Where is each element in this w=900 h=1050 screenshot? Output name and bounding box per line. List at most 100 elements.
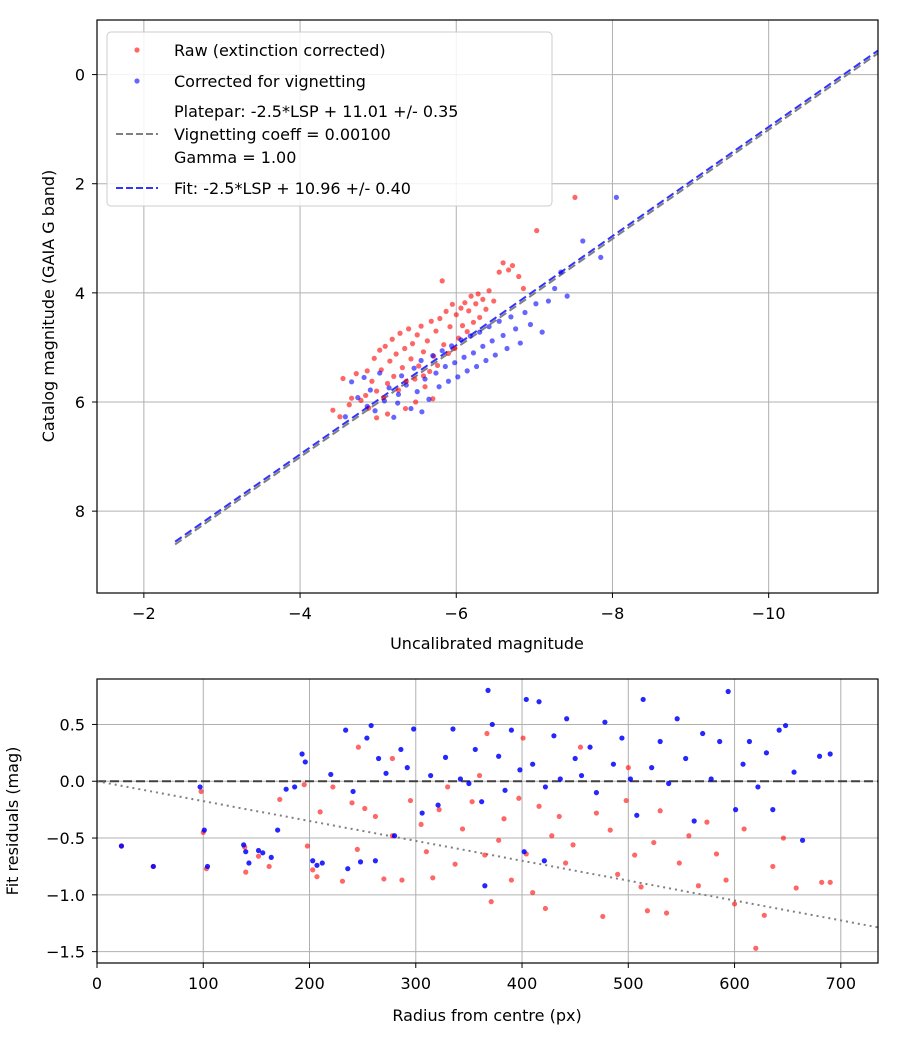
raw-point xyxy=(433,328,439,334)
corrected-residual-point xyxy=(496,753,502,759)
raw-point xyxy=(439,278,445,284)
raw-residual-point xyxy=(593,810,600,816)
corrected-residual-point xyxy=(619,735,625,741)
raw-point xyxy=(470,319,477,325)
legend-box xyxy=(106,31,553,207)
corrected-residual-point xyxy=(260,850,266,856)
raw-point xyxy=(406,326,412,332)
corrected-residual-point xyxy=(343,727,349,733)
raw-residual-point xyxy=(549,833,555,839)
corrected-residual-point xyxy=(610,761,617,767)
raw-point xyxy=(412,376,418,382)
corrected-point xyxy=(455,374,461,380)
corrected-point xyxy=(480,343,486,349)
corrected-point xyxy=(418,357,424,364)
raw-point xyxy=(473,301,479,307)
corrected-point xyxy=(377,370,383,376)
corrected-residual-point xyxy=(442,754,449,760)
corrected-point xyxy=(458,337,464,343)
corrected-residual-point xyxy=(255,847,262,854)
corrected-residual-point xyxy=(357,859,364,865)
corrected-residual-point xyxy=(674,716,680,722)
corrected-residual-point xyxy=(691,818,697,824)
top-y-tick-label: 2 xyxy=(75,175,85,194)
raw-point xyxy=(491,298,497,304)
corrected-point xyxy=(477,329,483,335)
corrected-residual-point xyxy=(587,744,593,750)
corrected-point xyxy=(361,374,367,381)
corrected-residual-point xyxy=(557,776,563,782)
raw-point xyxy=(391,373,397,379)
raw-residual-point xyxy=(530,889,536,896)
raw-point xyxy=(430,396,436,402)
corrected-residual-point xyxy=(776,727,782,733)
corrected-residual-point xyxy=(578,772,585,779)
corrected-residual-point xyxy=(275,827,281,833)
top-axis-ticks: −2 −4 −6 −8 −10 0 2 4 6 8 xyxy=(75,66,786,623)
corrected-residual-point xyxy=(666,780,672,787)
corrected-residual-point xyxy=(283,786,289,792)
corrected-residual-point xyxy=(816,753,823,759)
corrected-point xyxy=(436,384,442,390)
raw-point xyxy=(408,356,414,362)
bottom-reference-lines xyxy=(97,780,878,929)
corrected-residual-point xyxy=(640,696,646,703)
corrected-point xyxy=(448,343,455,349)
raw-residual-point xyxy=(600,913,606,920)
raw-point xyxy=(483,306,489,312)
corrected-residual-point xyxy=(319,860,325,866)
corrected-point xyxy=(349,379,355,385)
raw-point xyxy=(373,388,380,394)
raw-residual-point xyxy=(277,796,283,803)
corrected-residual-point xyxy=(482,883,488,889)
top-y-tick-label: 0 xyxy=(75,66,85,85)
corrected-residual-point xyxy=(368,722,374,729)
raw-residual-point xyxy=(563,860,569,866)
raw-residual-point xyxy=(723,877,729,883)
raw-point xyxy=(459,323,466,329)
raw-point xyxy=(403,378,409,384)
corrected-residual-point xyxy=(450,726,456,732)
corrected-point xyxy=(545,298,552,304)
legend-vignetting-label: Vignetting coeff = 0.00100 xyxy=(174,125,391,144)
bottom-x-tick-label: 0 xyxy=(92,974,102,993)
corrected-residual-point xyxy=(508,727,515,733)
raw-residual-point xyxy=(317,809,323,815)
raw-point xyxy=(402,405,409,412)
corrected-point xyxy=(492,352,498,358)
corrected-point xyxy=(552,285,558,292)
legend-platepar-label: Platepar: -2.5*LSP + 11.01 +/- 0.35 xyxy=(174,102,458,121)
top-x-axis-title: Uncalibrated magnitude xyxy=(390,634,584,653)
corrected-residual-point xyxy=(725,688,731,695)
raw-point xyxy=(480,296,486,303)
raw-point xyxy=(340,375,346,382)
corrected-point xyxy=(391,414,397,420)
corrected-residual-point xyxy=(314,862,320,868)
corrected-residual-point xyxy=(708,776,714,782)
raw-residual-point xyxy=(436,807,442,813)
raw-residual-point xyxy=(827,879,833,885)
corrected-point xyxy=(598,254,604,260)
bottom-axis-ticks: 0 100 200 300 400 500 600 700 0.5 0.0 −0.5 −1.0 −1.5 xyxy=(46,715,856,993)
corrected-residual-point xyxy=(299,751,305,757)
raw-residual-point xyxy=(520,735,526,741)
raw-point xyxy=(389,336,395,342)
corrected-point xyxy=(342,414,348,420)
corrected-residual-point xyxy=(602,719,608,725)
corrected-residual-point xyxy=(383,770,389,776)
raw-point xyxy=(441,342,447,348)
bottom-y-axis-title: Fit residuals (mag) xyxy=(3,747,22,896)
corrected-residual-point xyxy=(634,812,640,818)
corrected-point xyxy=(364,403,370,409)
top-x-tick-label: −8 xyxy=(601,604,625,623)
top-x-tick-label: −4 xyxy=(288,604,312,623)
vignetting-trend-line xyxy=(97,780,878,929)
corrected-point xyxy=(613,194,619,200)
raw-residual-point xyxy=(731,901,738,907)
raw-point xyxy=(330,407,336,413)
raw-residual-point xyxy=(651,839,657,846)
corrected-point xyxy=(496,318,502,324)
corrected-point xyxy=(445,378,452,384)
raw-point xyxy=(424,338,430,344)
